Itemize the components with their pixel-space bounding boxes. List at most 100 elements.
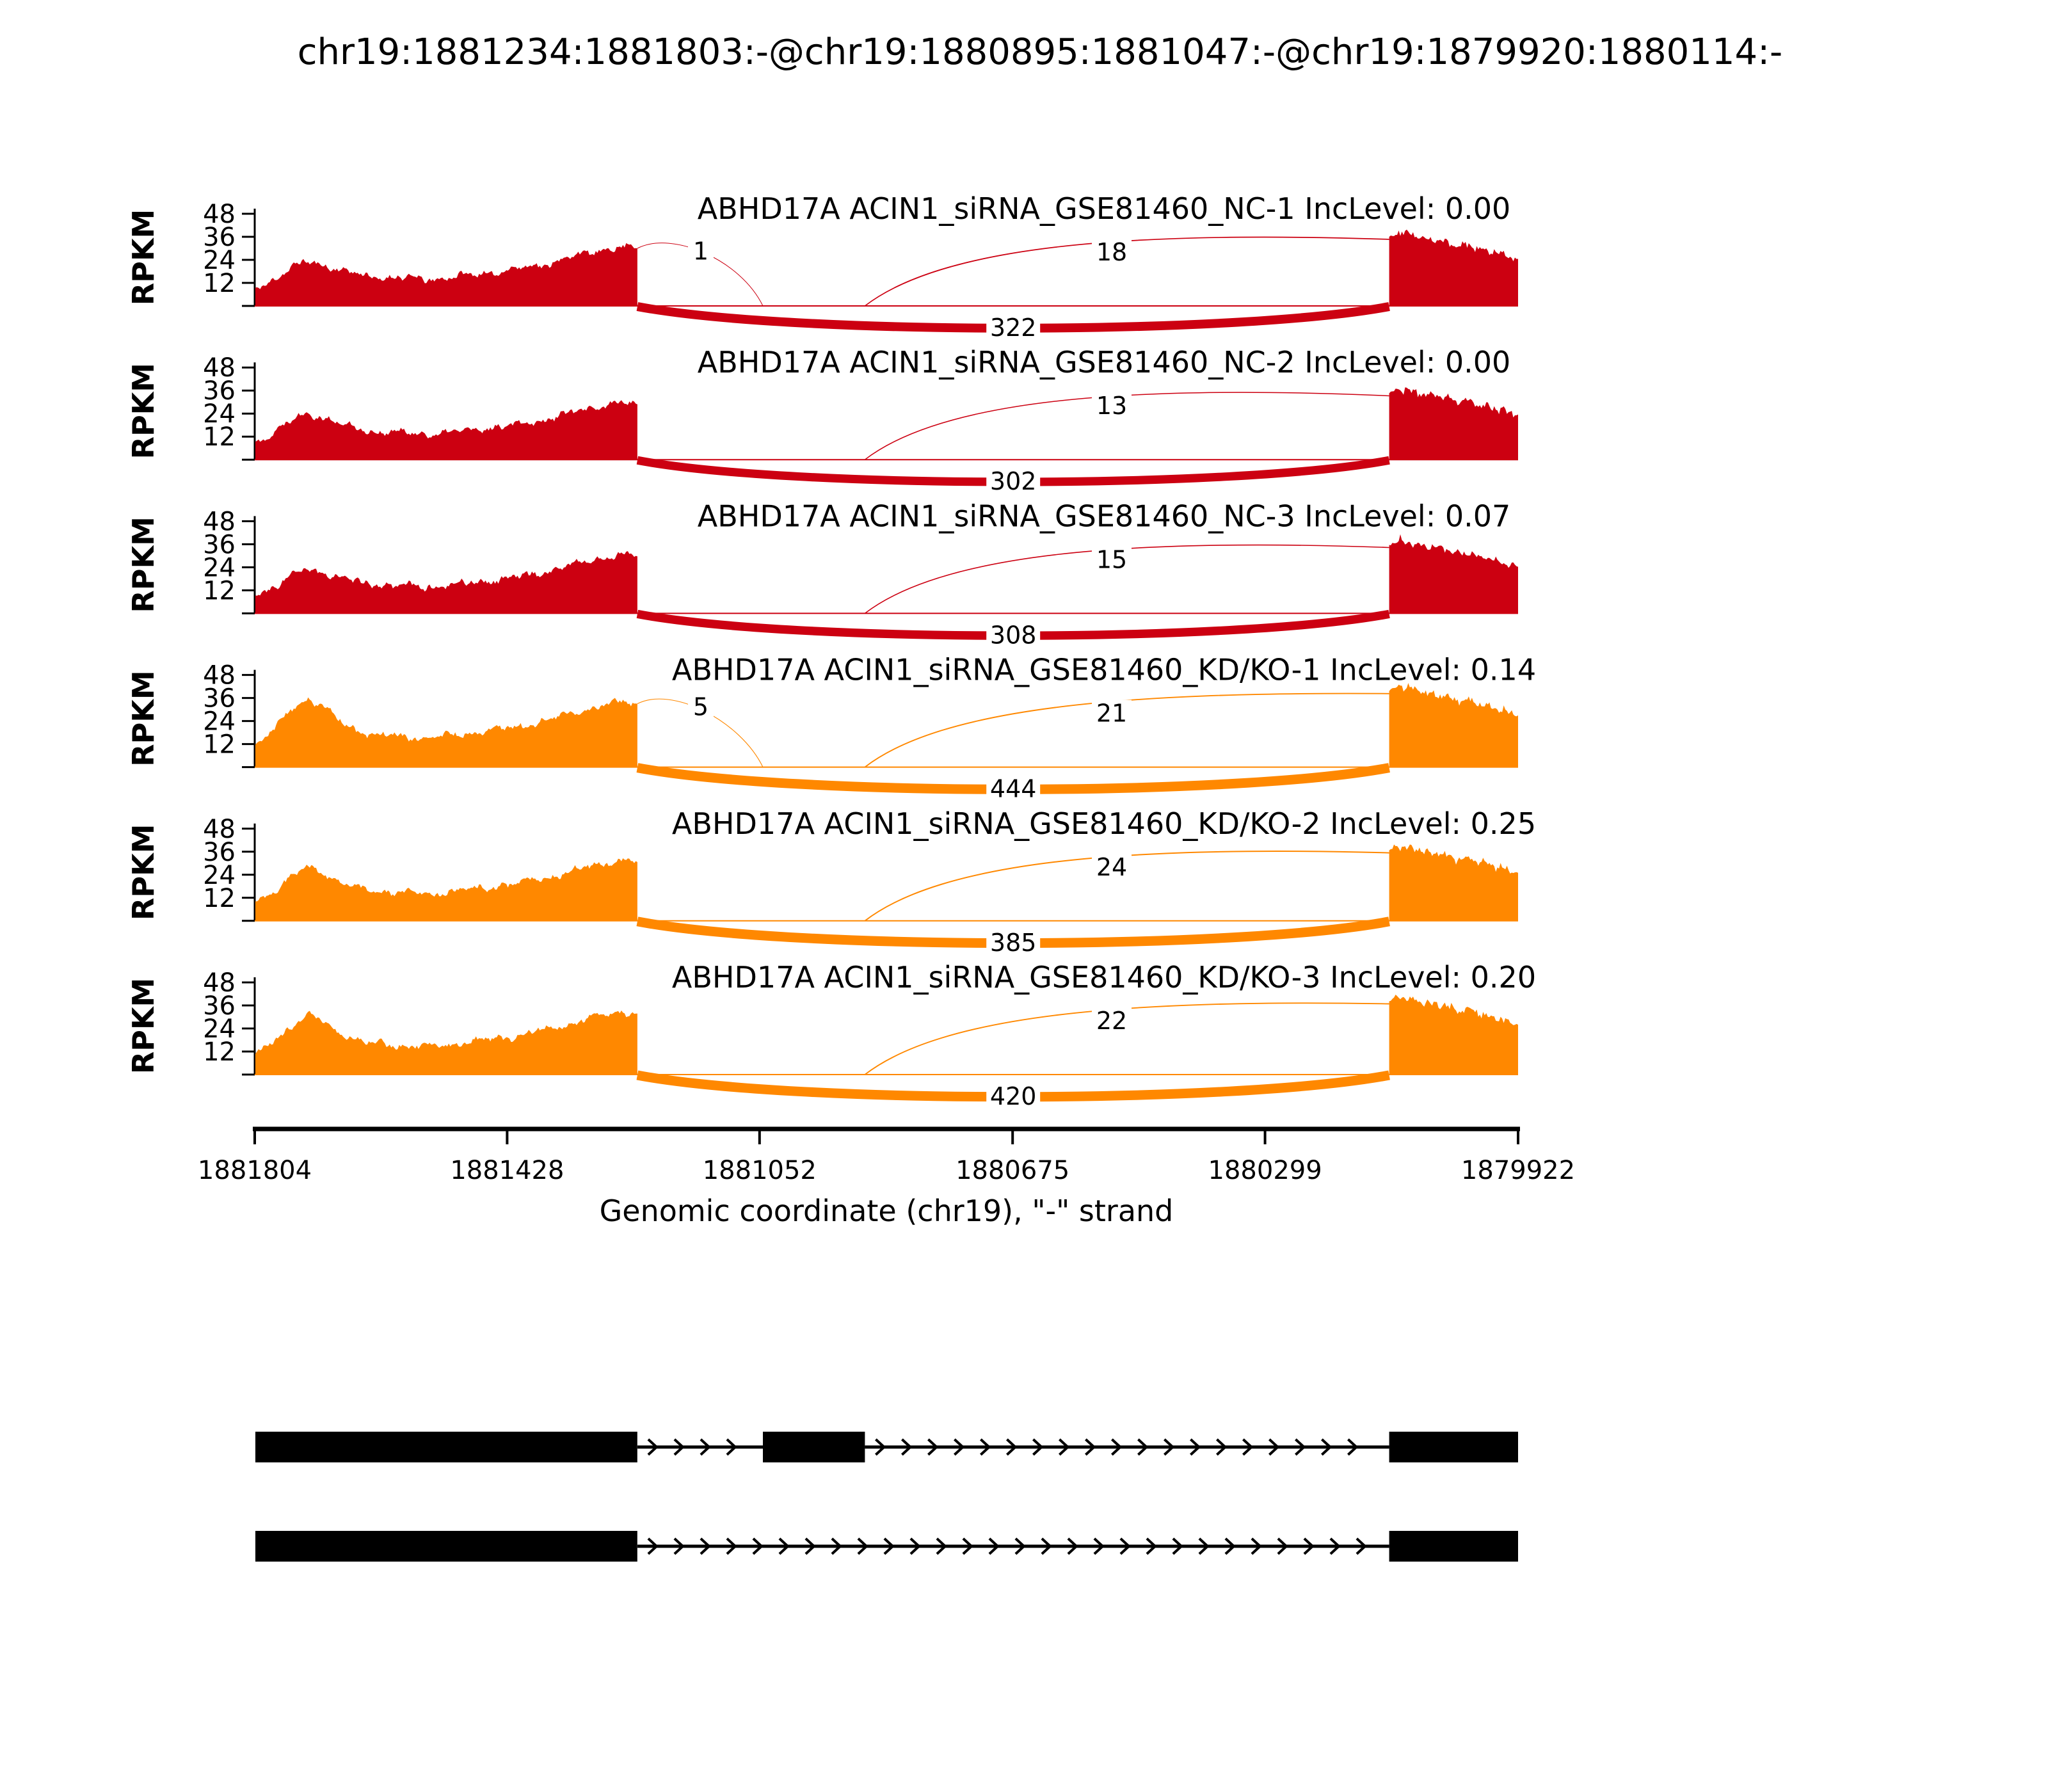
junction-skipping-count: 385 [990,929,1037,957]
strand-arrow-icon [1067,1537,1078,1555]
junction-inclusion-right-label-bg [1092,546,1132,573]
strand-arrow-icon [954,1438,965,1456]
coverage-downstream-exon [1389,995,1518,1075]
x-axis-tick-label: 1880299 [1208,1156,1322,1185]
junction-skipping-label-bg [986,929,1041,956]
junction-skipping-label-bg [986,1083,1041,1110]
strand-arrow-icon [1356,1537,1367,1555]
strand-arrow-icon [1329,1537,1341,1555]
y-axis-tick-label: 12 [203,576,236,605]
strand-arrow-icon [1190,1438,1201,1456]
junction-skipping-count: 302 [990,467,1037,495]
strand-arrow-icon [1277,1537,1288,1555]
junction-inclusion-right-label-bg [1092,239,1132,266]
junction-inclusion-right-label-bg [1092,700,1132,727]
y-axis-title: RPKM [126,363,161,460]
x-axis-tick-label: 1880675 [956,1156,1069,1185]
y-axis-tick-label: 36 [203,376,236,406]
coverage-downstream-exon [1389,844,1518,921]
isoform-inclusion [255,1432,1518,1462]
exon [763,1432,865,1462]
coverage-upstream-exon [255,243,637,306]
strand-arrow-icon [700,1438,711,1456]
strand-arrow-icon [1014,1537,1026,1555]
strand-arrow-icon [875,1438,886,1456]
track-title: ABHD17A ACIN1_siRNA_GSE81460_NC-1 IncLev… [698,191,1511,226]
junction-skipping-count: 322 [990,314,1037,342]
strand-arrow-icon [752,1537,764,1555]
plot-title: chr19:1881234:1881803:-@chr19:1880895:18… [298,31,1783,73]
junction-inclusion-left-label-bg [688,693,714,721]
junction-inclusion-left-count: 1 [693,237,708,266]
y-axis-tick-label: 24 [203,1014,236,1044]
junction-inclusion-left-label-bg [688,237,714,265]
intron-arrows [647,1537,1367,1555]
strand-arrow-icon [726,1438,737,1456]
x-axis-title: Genomic coordinate (chr19), "-" strand [600,1194,1174,1228]
strand-arrow-icon [883,1537,895,1555]
strand-arrow-icon [988,1537,1000,1555]
strand-arrow-icon [1119,1537,1131,1555]
strand-arrow-icon [1146,1537,1157,1555]
strand-arrow-icon [1251,1537,1262,1555]
track-title: ABHD17A ACIN1_siRNA_GSE81460_KD/KO-1 Inc… [672,653,1536,687]
strand-arrow-icon [647,1537,659,1555]
strand-arrow-icon [1242,1438,1254,1456]
strand-arrow-icon [857,1537,868,1555]
strand-arrow-icon [726,1537,737,1555]
y-axis-tick-label: 48 [203,353,236,383]
strand-arrow-icon [1164,1438,1175,1456]
strand-arrow-icon [831,1537,842,1555]
strand-arrow-icon [927,1438,939,1456]
y-axis-tick-label: 12 [203,730,236,760]
y-axis-tick-label: 12 [203,269,236,298]
intron-arrows [647,1438,737,1456]
exon [1389,1432,1518,1462]
intron-arrows [875,1438,1359,1456]
strand-arrow-icon [1347,1438,1359,1456]
junction-skipping-count: 308 [990,621,1037,649]
strand-arrow-icon [1321,1438,1332,1456]
y-axis-tick-label: 48 [203,815,236,844]
track-title: ABHD17A ACIN1_siRNA_GSE81460_KD/KO-3 Inc… [672,960,1536,995]
junction-skipping-count: 420 [990,1082,1037,1110]
y-axis-tick-label: 12 [203,1037,236,1067]
x-axis-tick-label: 1879922 [1461,1156,1575,1185]
x-axis: 1881804 1881428 1881052 1880675 1880299 18799… [198,1126,1575,1185]
coverage-downstream-exon [1389,229,1518,306]
strand-arrow-icon [804,1537,816,1555]
junction-skipping-label-bg [986,468,1041,495]
strand-arrow-icon [1295,1438,1306,1456]
strand-arrow-icon [1085,1438,1096,1456]
gene-model [255,1432,1518,1562]
y-axis-title: RPKM [126,978,161,1075]
strand-arrow-icon [778,1537,790,1555]
strand-arrow-icon [1041,1537,1052,1555]
junction-inclusion-left-count: 5 [693,693,708,721]
y-axis-title: RPKM [126,824,161,921]
junction-inclusion-right-count: 22 [1096,1007,1127,1035]
track-title: ABHD17A ACIN1_siRNA_GSE81460_NC-3 IncLev… [698,499,1511,533]
strand-arrow-icon [1093,1537,1105,1555]
y-axis-tick-label: 48 [203,507,236,536]
strand-arrow-icon [909,1537,921,1555]
junction-inclusion-right-count: 21 [1096,700,1127,728]
y-axis-tick-label: 12 [203,884,236,913]
x-axis-tick-label: 1881052 [703,1156,817,1185]
y-axis-tick-label: 48 [203,200,236,229]
strand-arrow-icon [647,1438,659,1456]
coverage-downstream-exon [1389,683,1518,767]
y-axis-tick-label: 24 [203,246,236,275]
junction-inclusion-right-count: 15 [1096,545,1127,573]
strand-arrow-icon [673,1438,685,1456]
x-axis-tick-label: 1881428 [450,1156,564,1185]
strand-arrow-icon [1172,1537,1183,1555]
coverage-upstream-exon [255,858,637,921]
junction-skipping-label-bg [986,314,1041,341]
coverage-downstream-exon [1389,387,1518,460]
